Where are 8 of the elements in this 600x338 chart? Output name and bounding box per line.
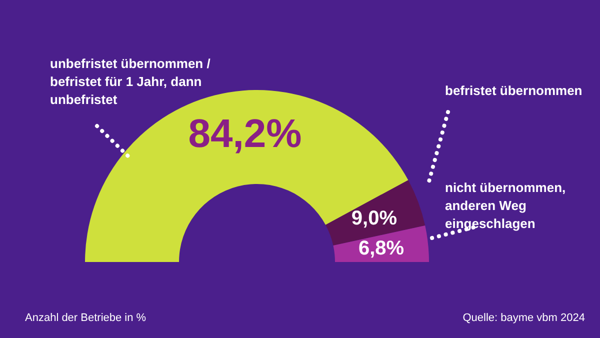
data-label: 84,2% bbox=[188, 112, 302, 156]
slice-label: befristet übernommen bbox=[445, 83, 582, 98]
slice-label: unbefristet übernommen / befristet für 1 Jahr, dann unbefristet bbox=[50, 56, 211, 107]
data-label: 9,0% bbox=[351, 208, 398, 230]
slice-label: nicht übernommen, anderen Weg eingeschlagen bbox=[445, 180, 566, 231]
data-label: 6,8% bbox=[358, 238, 404, 260]
source-note: Quelle: bayme vbm 2024 bbox=[462, 312, 585, 324]
text: Anzahl der Betriebe in % bbox=[25, 312, 146, 324]
